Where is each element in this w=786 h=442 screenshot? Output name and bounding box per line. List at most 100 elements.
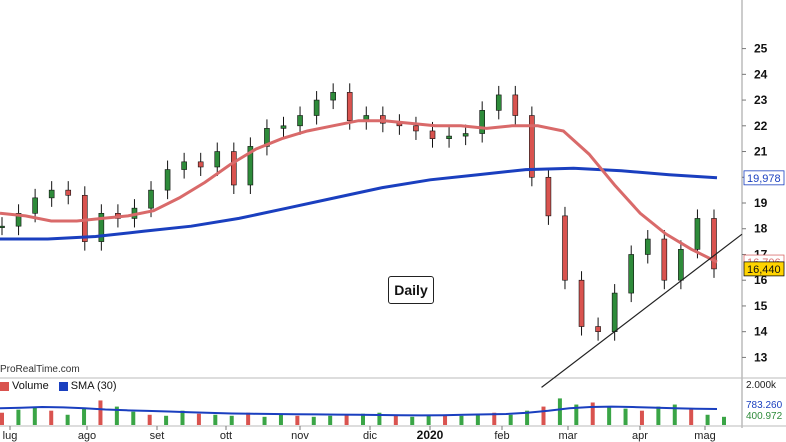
candle-body	[98, 213, 105, 242]
volume-bar	[49, 410, 54, 425]
candle-body	[231, 151, 237, 186]
volume-bar	[213, 414, 218, 425]
month-label: lug	[3, 430, 18, 442]
volume-bar	[590, 402, 595, 425]
candle-body	[512, 94, 519, 116]
candle-body	[280, 125, 287, 129]
candle-body	[148, 189, 154, 209]
volume-bar	[672, 404, 677, 425]
volume-bar	[443, 414, 448, 425]
candle-body	[529, 115, 535, 178]
volume-bar	[278, 414, 283, 425]
month-label: ago	[78, 430, 96, 442]
volume-bar	[705, 414, 710, 425]
candle-body	[81, 194, 88, 242]
price-tick-label: 23	[754, 93, 768, 107]
month-label: feb	[494, 430, 509, 442]
volume-bar	[262, 416, 267, 425]
volume-bar	[229, 415, 234, 425]
candle-body	[247, 146, 254, 186]
legend-volume-label: Volume	[12, 380, 49, 392]
volume-bar	[377, 412, 382, 425]
volume-bar	[344, 414, 349, 425]
candle-body	[545, 176, 552, 217]
candle-body	[297, 115, 303, 127]
volume-bar	[98, 400, 103, 425]
candle-body	[346, 92, 353, 121]
volume-bar	[525, 410, 530, 425]
volume-bar	[508, 414, 513, 425]
volume-bar	[16, 409, 21, 425]
credit-text: ProRealTime.com	[0, 364, 80, 375]
volume-legend: Volume SMA (30)	[0, 380, 123, 392]
volume-bar	[541, 406, 546, 425]
candle-body	[611, 292, 618, 332]
candle-body	[711, 218, 717, 270]
price-tick-label: 16	[754, 273, 768, 287]
candle-body	[429, 130, 436, 139]
candle-body	[628, 254, 635, 294]
legend-volume: Volume	[0, 380, 49, 392]
volume-bar	[459, 415, 464, 425]
last-value-sma-slow: 19,978	[747, 173, 781, 185]
volume-bar	[295, 415, 300, 425]
candle-body	[197, 161, 204, 168]
month-label: set	[150, 430, 165, 442]
candle-body	[413, 125, 419, 132]
volume-sma-line	[0, 405, 718, 417]
volume-bar	[164, 415, 169, 425]
candle-body	[15, 213, 22, 227]
last-value-price-box	[743, 261, 785, 277]
volume-last-value: 400.972	[746, 411, 783, 422]
candle-body	[0, 225, 5, 228]
price-tick-label: 13	[754, 350, 768, 364]
candle-body	[578, 279, 585, 327]
sma-fast-line	[0, 119, 718, 264]
volume-bar	[65, 414, 70, 425]
volume-bar	[311, 416, 316, 425]
month-label: mag	[694, 430, 715, 442]
volume-bar	[180, 410, 185, 425]
support-trendline	[541, 233, 743, 388]
volume-bar	[722, 416, 726, 425]
candle-body	[48, 189, 55, 199]
volume-bar	[410, 416, 415, 425]
price-tick-label: 25	[754, 42, 768, 56]
volume-bar	[639, 410, 644, 425]
volume-bar	[393, 415, 398, 425]
candle-body	[32, 197, 38, 214]
month-label: mar	[559, 430, 578, 442]
volume-bar	[196, 413, 201, 425]
month-label: nov	[291, 430, 309, 442]
candle-body	[181, 161, 187, 170]
candle-body	[595, 326, 601, 332]
volume-bar	[574, 404, 579, 425]
volume-bar	[131, 411, 136, 425]
price-tick-label: 15	[754, 299, 768, 313]
candle-body	[678, 249, 684, 281]
volume-bar	[607, 406, 612, 425]
candle-body	[562, 215, 568, 281]
period-label: Daily	[388, 276, 434, 304]
legend-sma: SMA (30)	[58, 380, 117, 392]
volume-axis-label: 2.000k	[746, 380, 777, 391]
month-label: dic	[363, 430, 378, 442]
volume-bar	[114, 406, 119, 425]
legend-sma-label: SMA (30)	[70, 380, 117, 392]
volume-bar	[82, 408, 87, 425]
candle-body	[214, 151, 221, 168]
volume-bar	[361, 413, 365, 425]
volume-bar	[328, 415, 333, 425]
month-label: 2020	[417, 428, 444, 442]
candle-body	[495, 94, 502, 111]
volume-bar	[475, 413, 480, 425]
volume-bar	[147, 414, 152, 425]
month-label: apr	[632, 430, 648, 442]
price-tick-label: 24	[754, 67, 768, 81]
month-label: ott	[220, 430, 232, 442]
volume-bar	[656, 406, 661, 425]
candle-body	[164, 169, 171, 191]
volume-bar	[623, 408, 628, 425]
candle-body	[644, 238, 651, 255]
